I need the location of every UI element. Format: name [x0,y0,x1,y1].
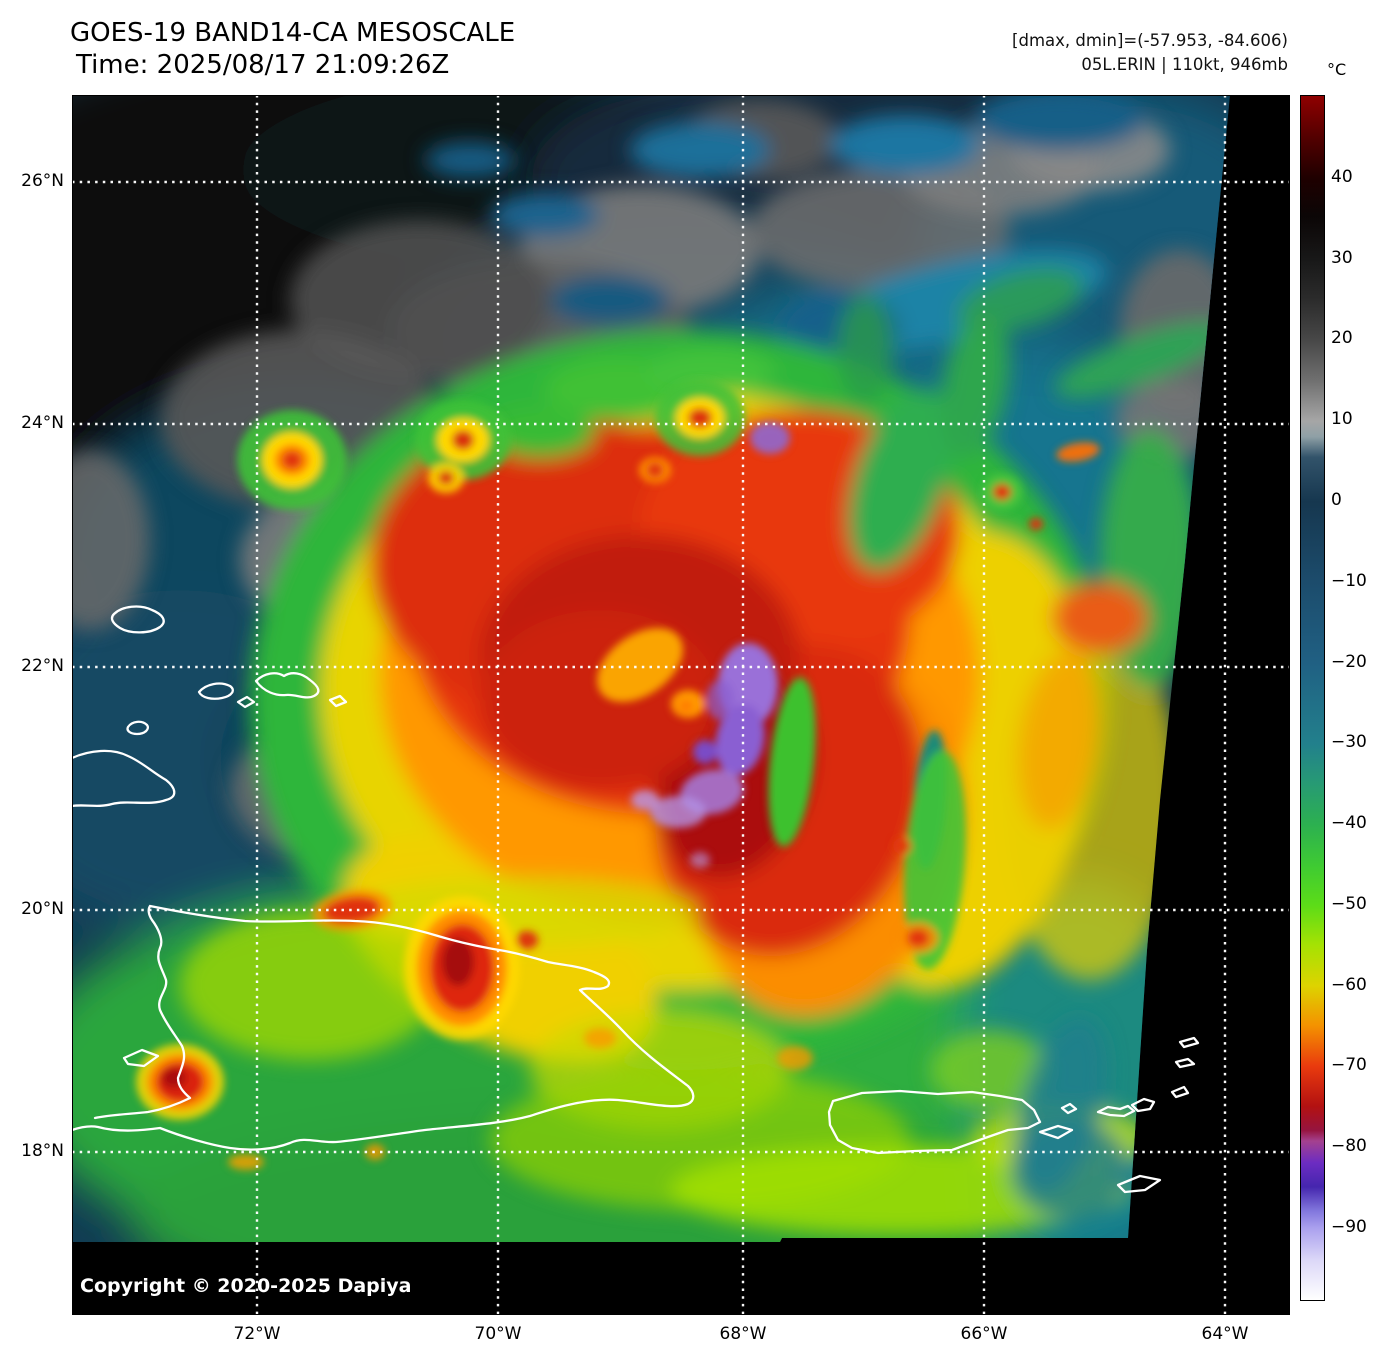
product-title: GOES-19 BAND14-CA MESOSCALE [70,18,516,48]
lat-tick-label: 26°N [21,171,64,191]
lon-tick-label: 66°W [960,1324,1008,1344]
colorbar-tick-label: −20 [1331,652,1367,672]
colorbar-tick-label: −10 [1331,571,1367,591]
graticule-grid [72,95,1290,1315]
colorbar-tick-label: −70 [1331,1055,1367,1075]
lon-tick-label: 64°W [1201,1324,1249,1344]
satellite-map: Copyright © 2020-2025 Dapiya [72,95,1290,1315]
product-time: Time: 2025/08/17 21:09:26Z [76,50,450,80]
lat-tick-label: 22°N [21,656,64,676]
colorbar-tick-label: −60 [1331,975,1367,995]
lat-tick-label: 18°N [21,1141,64,1161]
colorbar-tick-label: 40 [1331,167,1353,187]
colorbar-tick-label: 10 [1331,409,1353,429]
lat-tick-label: 20°N [21,899,64,919]
colorbar-tick-label: −80 [1331,1136,1367,1156]
lon-tick-label: 72°W [233,1324,281,1344]
coastlines [72,605,1200,1194]
colorbar-tick-label: −50 [1331,894,1367,914]
colorbar-tick-label: 0 [1331,490,1342,510]
lat-tick-label: 24°N [21,413,64,433]
lon-tick-label: 68°W [719,1324,767,1344]
satellite-image [72,95,1290,1315]
dmax-dmin-annotation: [dmax, dmin]=(-57.953, -84.606) [1012,31,1288,50]
colorbar-tick-label: −40 [1331,813,1367,833]
lon-tick-label: 70°W [474,1324,522,1344]
copyright-text: Copyright © 2020-2025 Dapiya [80,1275,412,1297]
colorbar-tick-label: 20 [1331,328,1353,348]
colorbar-tick-label: 30 [1331,248,1353,268]
storm-info-annotation: 05L.ERIN | 110kt, 946mb [1081,55,1288,74]
colorbar-unit-label: °C [1327,60,1347,79]
colorbar [1300,95,1325,1301]
data-swath [72,95,1230,1242]
colorbar-tick-label: −90 [1331,1217,1367,1237]
colorbar-tick-label: −30 [1331,732,1367,752]
